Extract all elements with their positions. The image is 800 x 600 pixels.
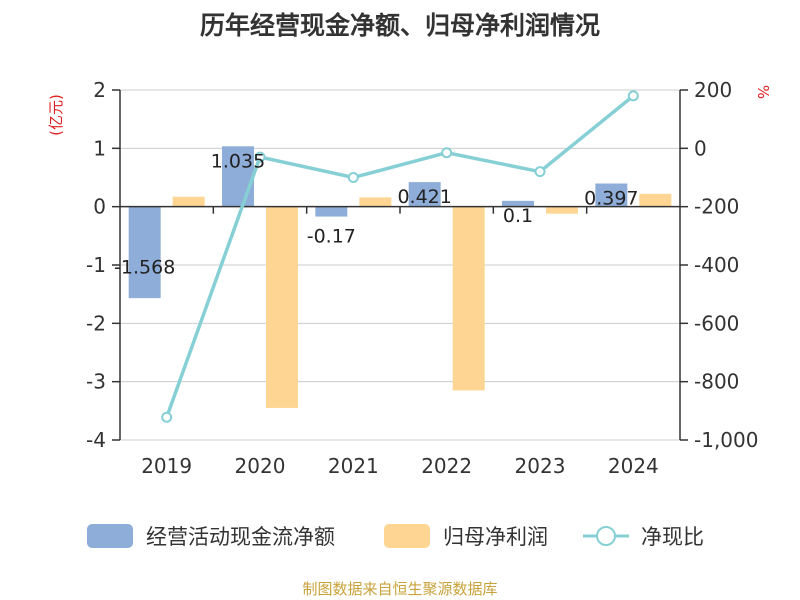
y-right-tick-label: 0 [694,136,707,160]
x-tick-label: 2020 [235,454,286,478]
legend-swatch-profit [384,524,430,548]
ratio-point [534,166,546,178]
cashflow-data-label: 0.1 [503,205,533,227]
ratio-point [347,172,359,183]
cashflow-data-label: 0.421 [397,186,451,208]
x-tick-label: 2024 [608,454,659,478]
ratio-line [165,94,635,418]
y-left-unit-label: (亿元) [47,94,65,136]
y-left-tick-label: 0 [93,195,106,219]
cashflow-data-label: -0.17 [307,226,356,248]
x-tick-label: 2019 [141,454,192,478]
ratio-point [627,90,639,102]
profit-bar [546,206,578,214]
profit-bar [359,197,392,207]
ratio-point [254,151,266,163]
cashflow-bar [222,146,254,207]
x-tick-label: 2021 [328,454,379,478]
cashflow-bar [315,206,348,217]
axes: 2 1 0 -1 -2 -3 -4 200 0 -200 -400 -600 -800 -1,000 (亿元… [47,78,772,478]
y-left-tick-label: -2 [86,311,106,335]
legend: 经营活动现金流净额 归母净利润 净现比 [87,524,704,549]
legend-label-ratio: 净现比 [641,525,704,549]
line-series [161,90,639,423]
y-right-unit-label: % [754,85,772,99]
gridlines [120,89,680,441]
cashflow-bar [408,182,441,207]
y-right-tick-label: 200 [694,78,732,102]
legend-swatch-cashflow [87,524,133,548]
ratio-point [161,411,173,423]
y-right-tick-label: -1,000 [694,428,758,452]
profit-bar [452,206,485,391]
y-right-tick-label: -200 [694,195,739,219]
data-labels: -1.568 1.035 -0.17 0.421 0.1 0.397 [114,150,638,278]
bar-series [128,146,672,408]
cashflow-bar [128,206,161,299]
profit-bar [266,206,298,408]
chart-title: 历年经营现金净额、归母净利润情况 [199,11,600,40]
y-right-tick-label: -400 [694,253,739,277]
x-tick-label: 2022 [421,454,472,478]
y-left-tick-label: -4 [86,428,106,452]
cashflow-data-label: 0.397 [584,188,638,210]
ratio-point [441,147,453,159]
source-note: 制图数据来自恒生聚源数据库 [302,580,498,598]
cashflow-bar [502,200,534,207]
y-left-tick-label: -3 [86,370,106,394]
y-right-tick-label: -600 [694,311,739,335]
y-left-tick-label: -1 [86,253,106,277]
y-left-tick-label: 1 [93,136,106,160]
y-right-tick-label: -800 [694,370,739,394]
legend-marker-ratio [596,526,616,546]
profit-bar [639,193,672,207]
cashflow-data-label: 1.035 [211,150,265,172]
x-tick-label: 2023 [515,454,566,478]
profit-bar [172,196,205,207]
cashflow-data-label: -1.568 [114,257,175,279]
cashflow-bar [595,183,628,207]
legend-label-cashflow: 经营活动现金流净额 [146,525,335,549]
y-left-tick-label: 2 [93,78,106,102]
legend-label-profit: 归母净利润 [443,525,548,549]
